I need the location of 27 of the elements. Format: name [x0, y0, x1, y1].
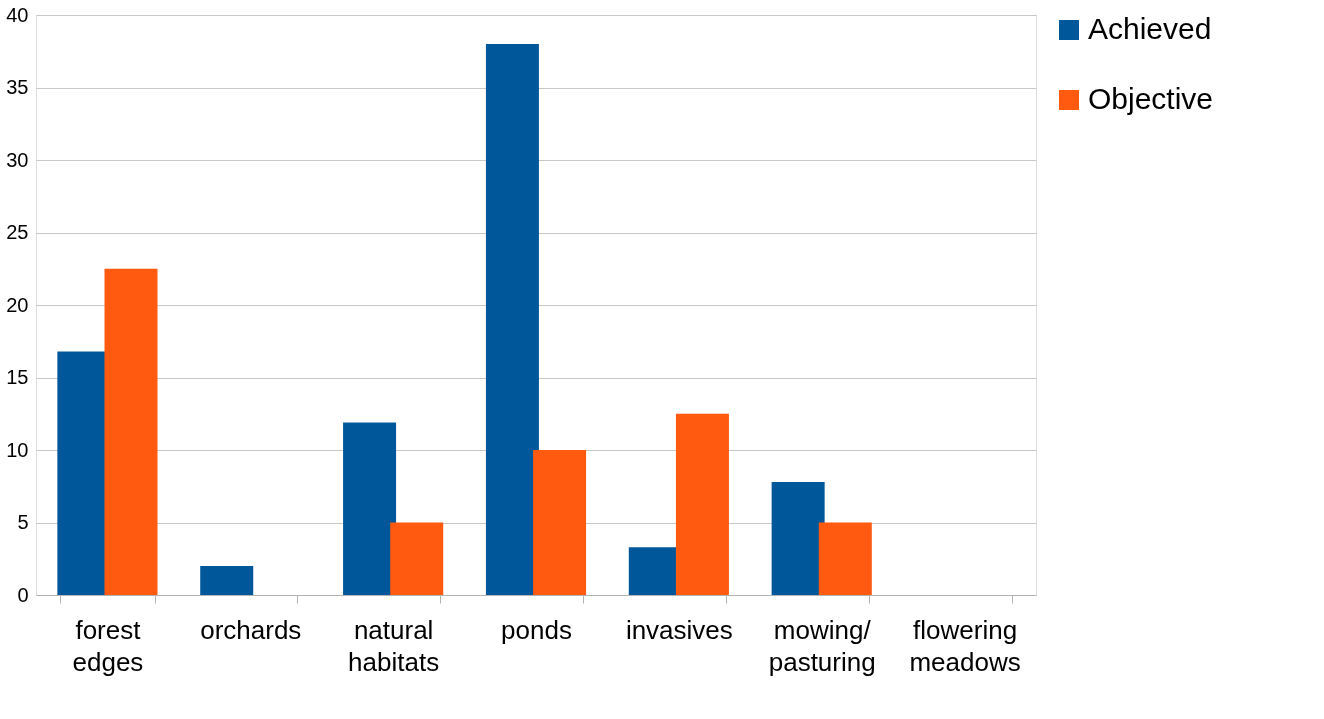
x-tick-label: mowing/ pasturing [768, 614, 876, 677]
y-tick-label: 35 [6, 76, 29, 98]
bar [343, 422, 397, 595]
bar [533, 450, 587, 595]
bar [104, 268, 158, 595]
bar [390, 522, 444, 595]
x-tick-label: ponds [501, 614, 572, 645]
x-tick-label: invasives [625, 614, 733, 645]
y-tick-label: 25 [6, 221, 29, 243]
x-tick-label: flowering meadows [909, 614, 1021, 677]
legend-label: Achieved [1088, 12, 1212, 45]
y-tick-label: 20 [6, 293, 29, 316]
y-tick-label: 15 [6, 366, 29, 388]
y-tick-label: 10 [6, 438, 29, 461]
legend-label: Objective [1088, 82, 1214, 115]
bar [771, 481, 825, 595]
y-tick-label: 5 [17, 511, 29, 533]
x-tick-label: forest edges [72, 614, 144, 677]
x-tick-label: orchards [200, 614, 302, 645]
y-tick-label: 0 [17, 583, 29, 606]
y-tick-label: 30 [6, 148, 29, 171]
bar [485, 44, 539, 595]
bar [200, 566, 254, 595]
x-tick-label: natural habitats [348, 614, 440, 677]
bar [818, 522, 872, 595]
bar [675, 413, 729, 595]
y-tick-label: 40 [6, 3, 29, 26]
